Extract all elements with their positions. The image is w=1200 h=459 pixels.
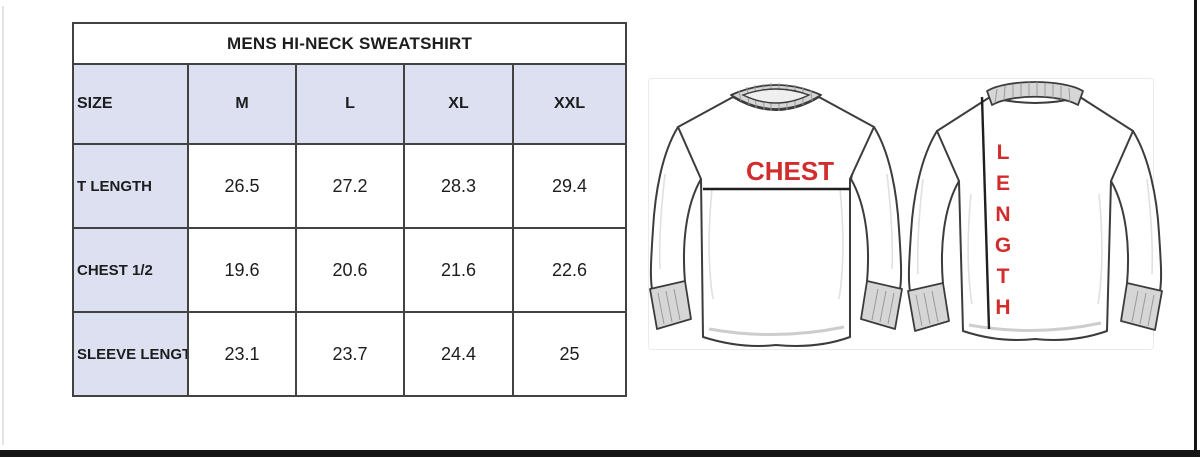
column-header-xl: XL [403,63,514,145]
table-title: MENS HI-NECK SWEATSHIRT [71,22,628,65]
column-header-m: M [187,63,297,145]
table-cell: 20.6 [295,227,405,313]
back-left-cuff-rib-lines [915,290,939,327]
table-cell: 23.7 [295,311,405,397]
chest-label: CHEST [746,156,834,186]
table-title-row: MENS HI-NECK SWEATSHIRT [71,22,628,65]
length-letter-h: H [995,296,1010,319]
table-cell: 23.1 [187,311,297,397]
back-left-sleeve [907,130,960,292]
back-right-cuff-rib-lines [1131,290,1155,327]
length-letter-n: N [995,203,1010,226]
table-row-t-length: T LENGTH 26.5 27.2 28.3 29.4 [72,143,628,229]
length-measure-line [980,96,991,330]
column-header-l: L [295,63,405,145]
table-row-chest-half: CHEST 1/2 19.6 20.6 21.6 22.6 [72,227,628,313]
size-chart-table: MENS HI-NECK SWEATSHIRT SIZE M L XL XXL … [71,22,628,397]
front-fold-lines [658,173,894,300]
sweatshirt-diagram: CHEST L E N G T H [649,81,1163,347]
back-left-cuff [907,282,950,332]
window-bottom-edge-bar [0,450,1200,457]
front-left-cuff-rib-lines [657,288,681,325]
row-label: SLEEVE LENGTH [72,311,189,397]
row-label: CHEST 1/2 [72,227,189,313]
front-right-cuff-rib-lines [871,288,895,325]
front-collar-inner [741,88,811,104]
row-label: T LENGTH [72,143,189,229]
back-fold-lines [916,178,1154,305]
front-right-cuff [860,280,903,330]
column-header-size: SIZE [72,63,189,145]
table-cell: 24.4 [403,311,514,397]
back-collar-rib-lines [994,82,1071,104]
table-header-row: SIZE M L XL XXL [72,63,628,145]
garment-diagram-panel: CHEST L E N G T H [648,78,1163,350]
column-header-xxl: XXL [511,63,628,145]
table-cell: 28.3 [403,143,514,229]
table-cell: 29.4 [511,143,628,229]
back-sweatshirt-drawing: L E N G T H [907,81,1163,341]
length-letter-t: T [997,265,1010,288]
length-letter-e: E [996,172,1010,195]
front-sweatshirt-drawing: CHEST [649,83,903,347]
front-hem-shadow [708,325,845,336]
length-letter-l: L [997,141,1010,164]
back-hem-shadow [968,321,1102,332]
table-cell: 19.6 [187,227,297,313]
front-left-sleeve [649,126,702,290]
table-cell: 27.2 [295,143,405,229]
back-body [936,96,1134,341]
table-cell: 21.6 [403,227,514,313]
table-cell: 25 [511,311,628,397]
front-body [677,96,875,347]
front-left-cuff [649,280,692,330]
table-row-sleeve-length: SLEEVE LENGTH 23.1 23.7 24.4 25 [72,311,628,397]
table-cell: 22.6 [511,227,628,313]
table-cell: 26.5 [187,143,297,229]
front-right-sleeve [850,126,903,290]
window-right-edge-bar [1194,0,1197,457]
page-left-edge-line [2,6,4,445]
back-collar [986,81,1084,106]
back-right-sleeve [1110,130,1163,292]
back-right-cuff [1120,282,1163,331]
length-letter-g: G [995,234,1011,257]
